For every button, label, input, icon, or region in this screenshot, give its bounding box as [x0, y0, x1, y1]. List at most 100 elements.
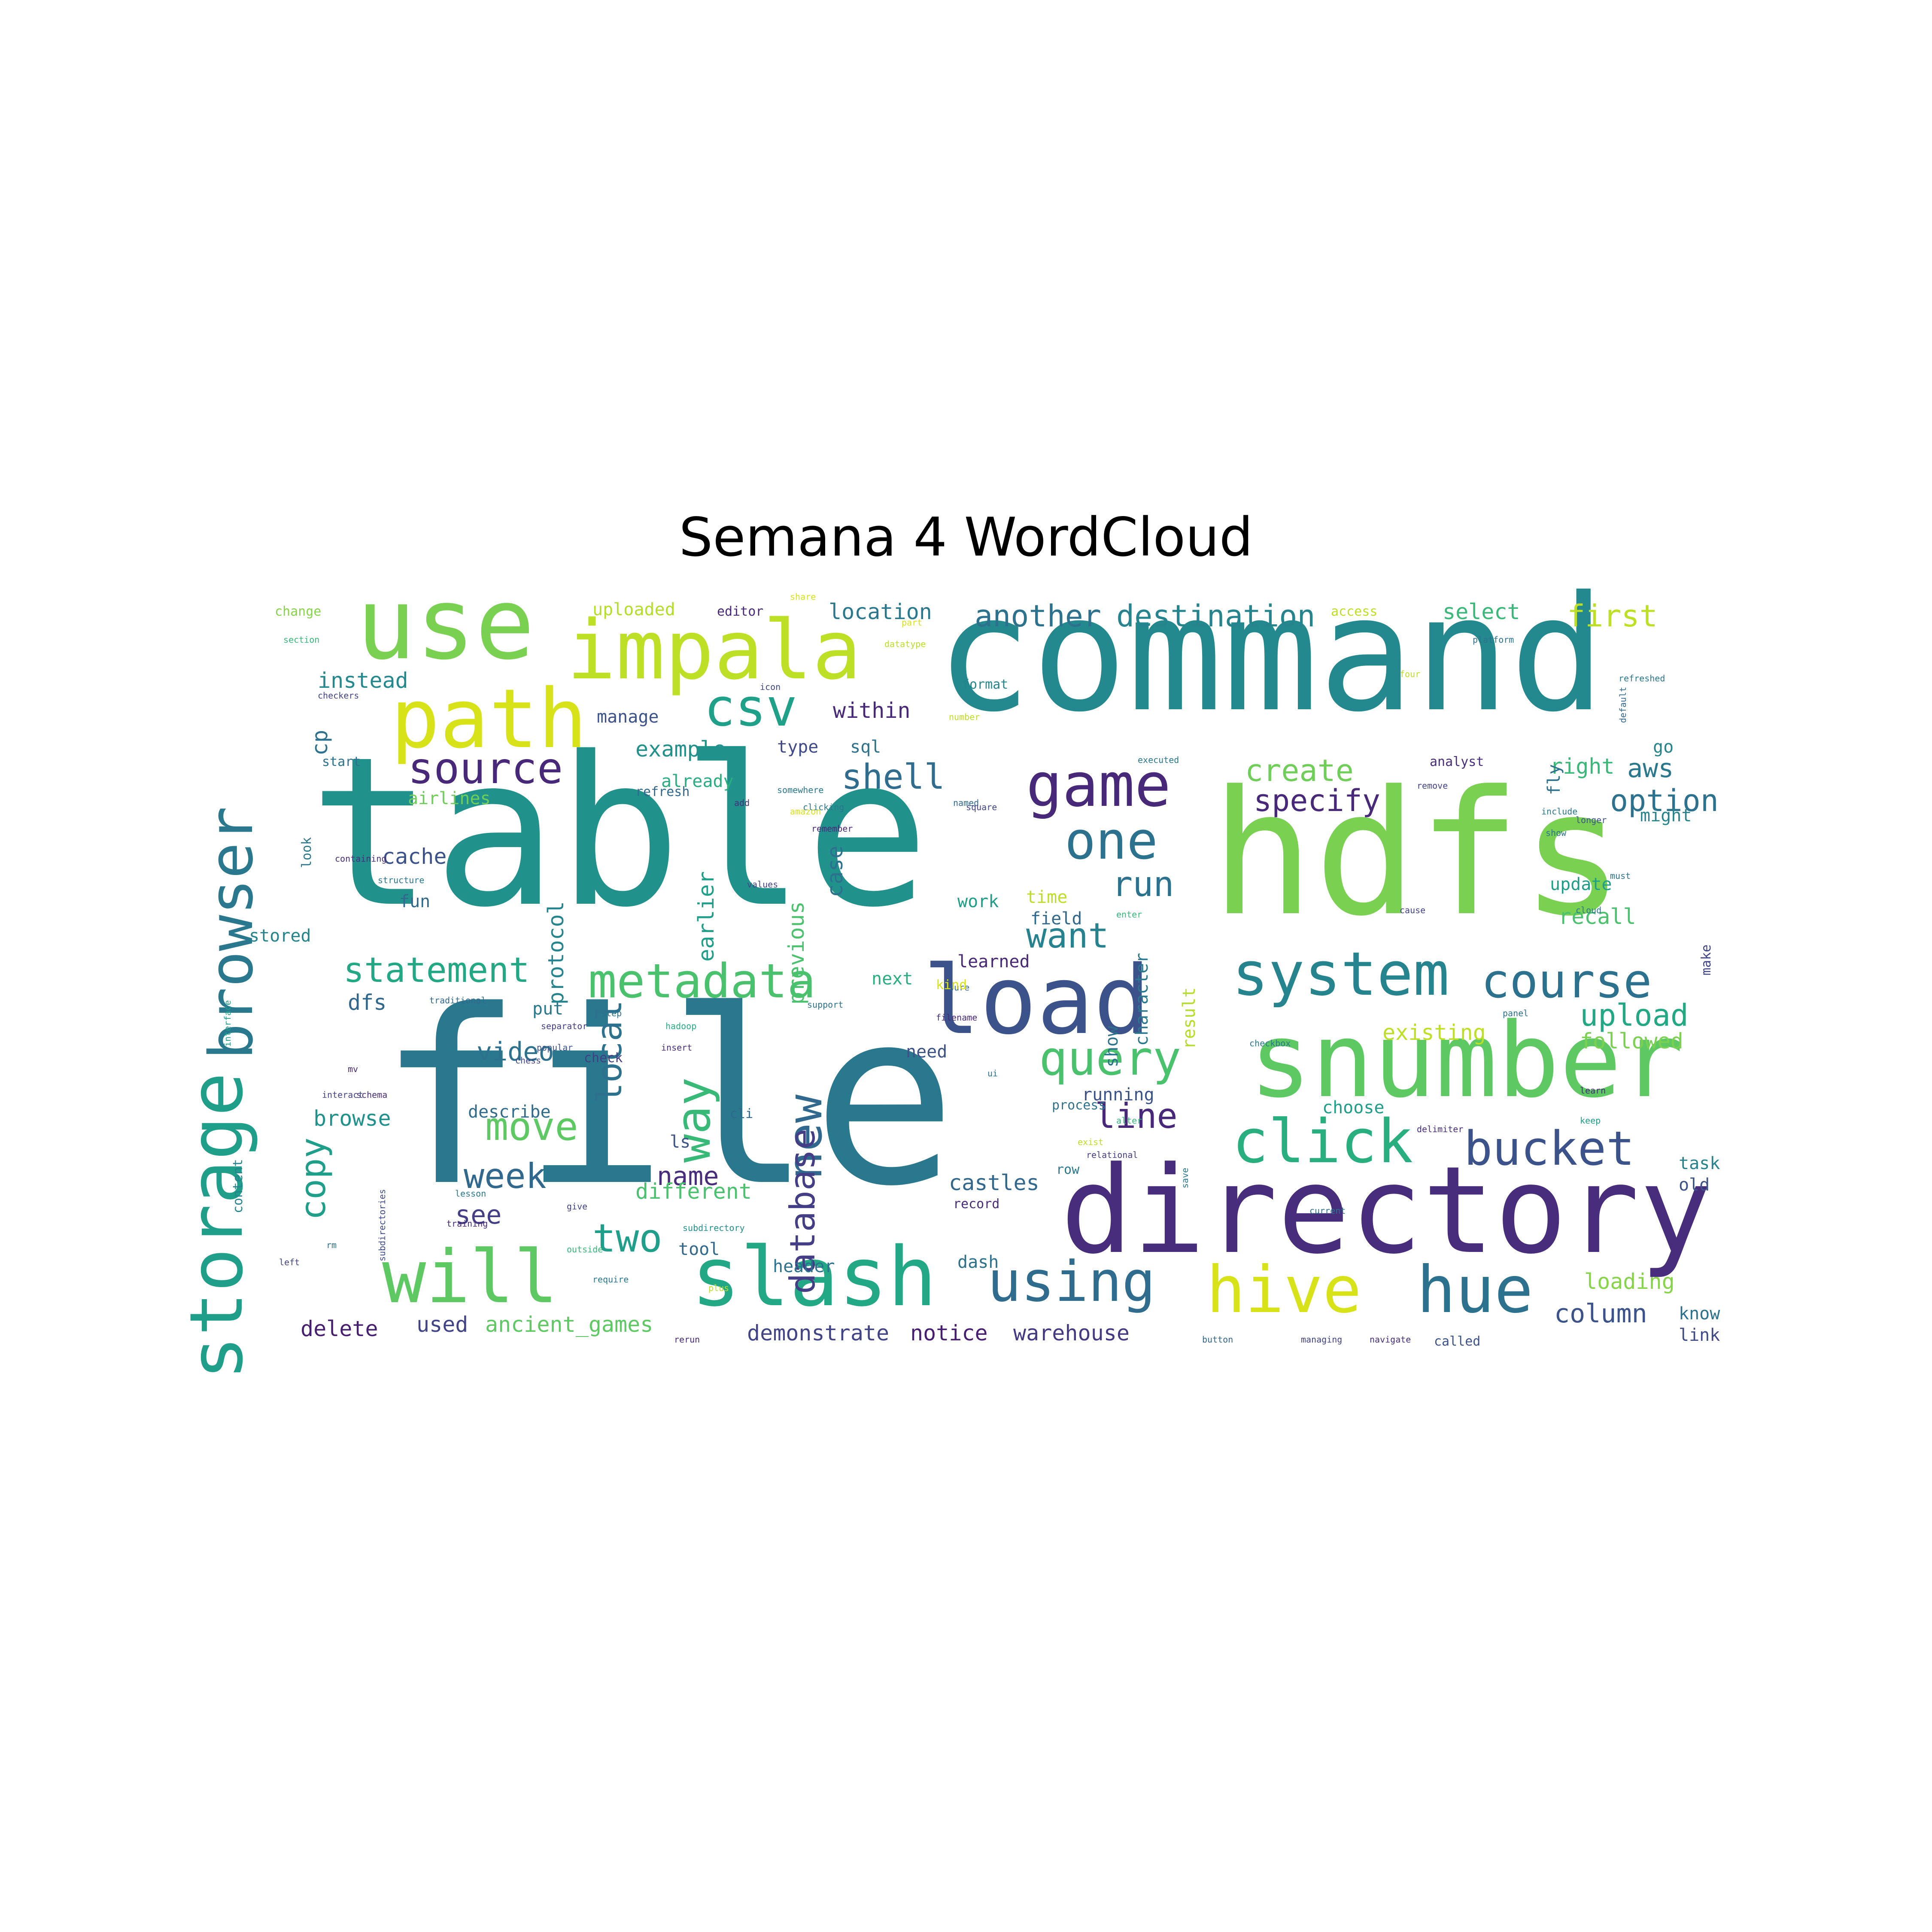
- cloud-word: airlines: [408, 789, 491, 808]
- cloud-word: week: [464, 1156, 547, 1196]
- cloud-word: right: [1550, 754, 1615, 779]
- cloud-word: might: [1640, 806, 1692, 826]
- cloud-word: include: [1541, 806, 1578, 817]
- cloud-word: amazon: [790, 806, 821, 817]
- cloud-word: schema: [356, 1090, 388, 1100]
- cloud-word: snumber: [1249, 1000, 1684, 1121]
- cloud-word: hive: [1206, 1253, 1362, 1327]
- cloud-word: want: [1026, 916, 1109, 956]
- cloud-word: command: [936, 562, 1606, 747]
- cloud-word: line: [1095, 1096, 1178, 1136]
- cloud-word: filename: [936, 1012, 978, 1023]
- cloud-word: refreshed: [1619, 673, 1665, 683]
- cloud-word: instead: [318, 668, 408, 693]
- cloud-word: another: [975, 598, 1102, 634]
- cloud-word: time: [1026, 887, 1068, 907]
- cloud-word: csv: [704, 678, 797, 738]
- cloud-word: system: [1232, 939, 1449, 1009]
- cloud-word: dash: [957, 1252, 999, 1272]
- cloud-word: field: [1030, 909, 1082, 929]
- cloud-word: course: [1481, 954, 1652, 1009]
- cloud-word: example: [635, 737, 726, 762]
- cloud-word: checkers: [318, 690, 359, 701]
- cloud-word: within: [833, 698, 911, 723]
- cloud-word: notice: [910, 1321, 988, 1346]
- cloud-word: need: [906, 1042, 948, 1062]
- cloud-word: ancient_games: [485, 1312, 653, 1337]
- cloud-word: mv: [348, 1064, 358, 1074]
- cloud-word: cache: [382, 844, 447, 869]
- cloud-word: uploaded: [592, 600, 675, 620]
- cloud-word: kind: [936, 978, 967, 993]
- cloud-word: editor: [717, 604, 764, 619]
- cloud-word: hue: [1417, 1253, 1533, 1327]
- cloud-word: rerun: [674, 1334, 700, 1345]
- cloud-word: part: [902, 617, 923, 628]
- cloud-word: query: [1039, 1031, 1182, 1086]
- cloud-word: column: [1554, 1299, 1647, 1329]
- cloud-word: character: [1132, 953, 1152, 1046]
- cloud-word: add: [734, 798, 750, 808]
- cloud-word: storage: [174, 1072, 259, 1380]
- cloud-word: datatype: [884, 639, 926, 649]
- cloud-word: analyst: [1430, 754, 1484, 769]
- cloud-word: cli: [730, 1106, 753, 1121]
- cloud-word: work: [957, 892, 999, 911]
- cloud-word: create: [1245, 753, 1354, 788]
- cloud-word: insert: [661, 1042, 693, 1053]
- cloud-word: structure: [378, 875, 425, 885]
- cloud-word: alter: [1116, 1115, 1142, 1126]
- cloud-word: previous: [784, 901, 809, 1005]
- cloud-word: called: [1434, 1334, 1481, 1349]
- cloud-word: hdfs: [1211, 754, 1625, 954]
- cloud-word: sure: [949, 982, 970, 993]
- cloud-word: start: [322, 754, 361, 769]
- cloud-word: fun: [399, 892, 431, 911]
- cloud-word: checkbox: [1249, 1038, 1291, 1048]
- cloud-word: navigate: [1370, 1334, 1411, 1345]
- cloud-word: header: [773, 1257, 835, 1276]
- cloud-word: slash: [691, 1230, 937, 1324]
- cloud-word: somewhere: [777, 785, 824, 795]
- cloud-word: one: [1065, 811, 1158, 871]
- cloud-word: warehouse: [1013, 1321, 1130, 1346]
- cloud-word: training: [447, 1218, 488, 1229]
- cloud-word: type: [777, 737, 819, 757]
- cloud-word: name: [657, 1161, 719, 1191]
- cloud-word: sql: [850, 737, 881, 757]
- cloud-word: source: [408, 743, 563, 793]
- cloud-word: plus: [708, 1283, 729, 1293]
- cloud-word: statement: [343, 950, 530, 990]
- cloud-word: cause: [1400, 905, 1426, 915]
- cloud-word: will: [382, 1235, 558, 1320]
- cloud-word: outside: [567, 1244, 603, 1255]
- cloud-word: followed: [1580, 1029, 1683, 1054]
- cloud-word: option: [1610, 783, 1719, 818]
- cloud-word: step: [601, 1008, 622, 1018]
- cloud-word: row: [1056, 1162, 1080, 1177]
- cloud-word: subdirectories: [377, 1189, 387, 1261]
- cloud-word: panel: [1503, 1008, 1529, 1018]
- cloud-word: manage: [597, 707, 659, 727]
- cloud-word: describe: [468, 1102, 551, 1122]
- cloud-word: result: [1179, 987, 1199, 1050]
- cloud-word: rm: [326, 1240, 337, 1250]
- cloud-word: content: [231, 1159, 246, 1213]
- cloud-word: delete: [301, 1316, 378, 1341]
- cloud-word: current: [1309, 1206, 1346, 1216]
- cloud-word: upload: [1580, 998, 1689, 1033]
- cloud-word: show: [1546, 828, 1567, 838]
- cloud-word: different: [635, 1179, 752, 1204]
- cloud-word: left: [279, 1257, 300, 1267]
- cloud-word: run: [1112, 864, 1174, 904]
- cloud-word: fly: [1544, 764, 1564, 795]
- cloud-word: choose: [1322, 1098, 1385, 1118]
- cloud-word: directory: [1060, 1141, 1712, 1281]
- cloud-word: number: [949, 712, 980, 722]
- cloud-word: metadata: [588, 954, 816, 1009]
- cloud-word: case: [823, 845, 848, 897]
- cloud-word: values: [747, 879, 778, 890]
- cloud-word: button: [1202, 1334, 1233, 1345]
- cloud-word: select: [1443, 599, 1520, 624]
- cloud-word: tool: [678, 1239, 720, 1259]
